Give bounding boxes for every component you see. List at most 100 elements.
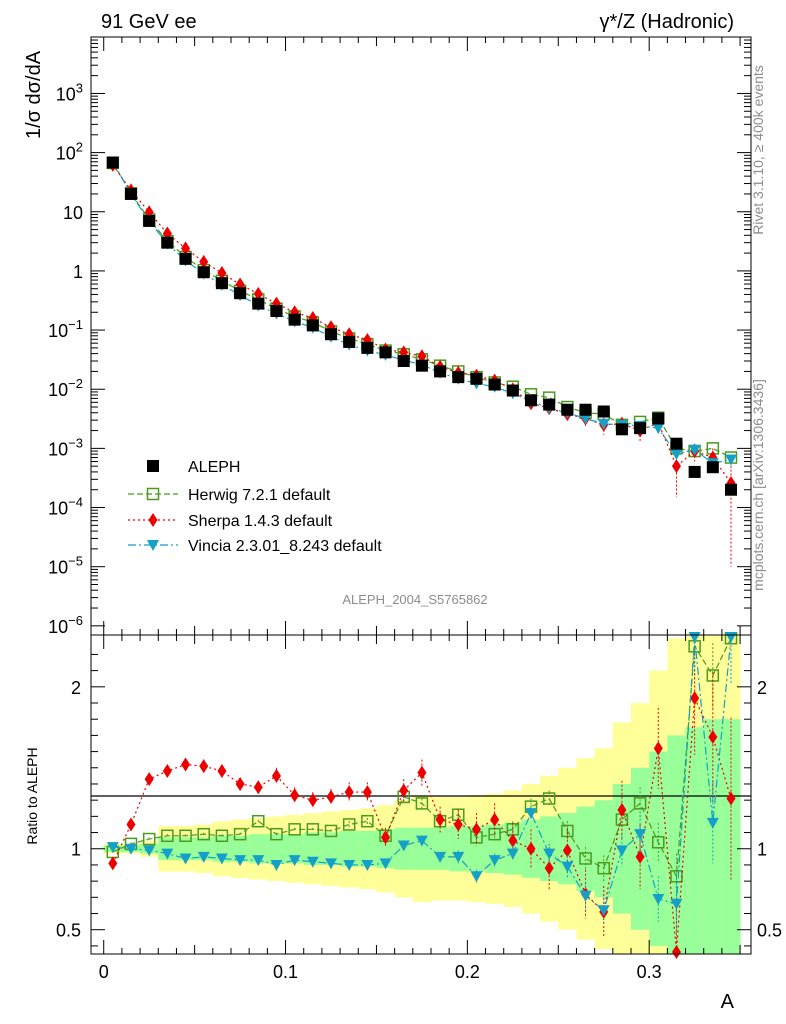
ratio-y-tick-label-right: 0.5 bbox=[757, 921, 782, 941]
ratio-data-point bbox=[543, 848, 556, 860]
main-data-point bbox=[671, 459, 681, 474]
main-data-point bbox=[217, 266, 227, 281]
ratio-data-point bbox=[562, 843, 572, 858]
ratio-series-line bbox=[112, 636, 732, 912]
ratio-data-point bbox=[490, 812, 500, 827]
main-data-point bbox=[161, 236, 174, 249]
ratio-y-tick-label: 0.5 bbox=[56, 921, 81, 941]
main-data-point bbox=[143, 214, 156, 227]
ratio-data-point bbox=[617, 802, 627, 817]
ratio-data-point bbox=[271, 768, 281, 783]
x-axis-label: A bbox=[721, 991, 735, 1013]
ratio-data-point bbox=[179, 829, 192, 843]
ratio-y-tick-label-right: 2 bbox=[757, 678, 767, 698]
ratio-data-point bbox=[579, 890, 592, 902]
x-tick-label: 0 bbox=[99, 962, 109, 982]
legend-marker bbox=[148, 513, 158, 527]
legend-entry: ALEPH bbox=[147, 459, 240, 476]
main-y-tick-label: 10−3 bbox=[48, 435, 83, 459]
main-data-point bbox=[543, 398, 556, 411]
ratio-data-point bbox=[325, 858, 337, 870]
ratio-data-point bbox=[471, 822, 481, 837]
ratio-data-point bbox=[597, 861, 610, 875]
main-data-point bbox=[652, 412, 665, 425]
ratio-data-point bbox=[270, 827, 283, 841]
main-series-aleph bbox=[106, 156, 737, 496]
main-data-point bbox=[197, 266, 210, 279]
ratio-data-point bbox=[379, 858, 392, 870]
ratio-data-point bbox=[561, 861, 574, 873]
ratio-data-point bbox=[653, 741, 663, 756]
ratio-band-stat bbox=[667, 735, 687, 954]
main-data-point bbox=[343, 335, 356, 348]
x-tick-label: 0.3 bbox=[637, 962, 662, 982]
main-data-point bbox=[234, 287, 247, 300]
ratio-data-point bbox=[343, 859, 356, 871]
main-data-point bbox=[615, 423, 628, 436]
ratio-data-point bbox=[488, 855, 501, 867]
ratio-data-point bbox=[381, 830, 391, 845]
ratio-data-point bbox=[470, 871, 483, 883]
ratio-data-point bbox=[288, 823, 301, 836]
main-data-point bbox=[725, 454, 737, 466]
ratio-data-point bbox=[361, 814, 374, 828]
ratio-data-point bbox=[143, 845, 156, 857]
main-data-point bbox=[199, 254, 209, 269]
ratio-data-point bbox=[162, 764, 172, 779]
main-y-tick-label: 10−4 bbox=[48, 495, 83, 519]
legend-label: Herwig 7.2.1 default bbox=[188, 487, 331, 504]
main-data-point bbox=[325, 328, 337, 341]
main-data-point bbox=[181, 241, 191, 256]
main-data-point bbox=[579, 413, 592, 425]
legend-marker bbox=[147, 460, 159, 472]
ratio-data-point bbox=[615, 845, 628, 857]
ratio-data-point bbox=[161, 829, 174, 843]
ratio-band-stat bbox=[321, 832, 341, 865]
ratio-data-point bbox=[434, 851, 447, 863]
ratio-data-point bbox=[542, 792, 556, 805]
ratio-data-point bbox=[633, 797, 647, 810]
main-data-point bbox=[525, 394, 537, 407]
main-data-point bbox=[253, 286, 263, 301]
legend-marker bbox=[146, 487, 160, 501]
main-y-tick-label: 10−6 bbox=[48, 613, 83, 637]
header-right: γ*/Z (Hadronic) bbox=[600, 11, 734, 33]
legend-entry: Vincia 2.3.01_8.243 default bbox=[128, 538, 382, 555]
ratio-data-point bbox=[142, 832, 156, 846]
ratio-data-point bbox=[690, 691, 700, 706]
main-y-axis-label: 1/σ dσ/dA bbox=[23, 50, 45, 139]
ratio-data-point bbox=[106, 842, 119, 854]
main-data-point bbox=[506, 384, 519, 397]
ratio-data-point bbox=[252, 814, 265, 828]
ratio-band-stat bbox=[431, 827, 450, 870]
ratio-plot-frame bbox=[90, 634, 752, 955]
ratio-data-point bbox=[308, 793, 318, 808]
ratio-data-point bbox=[652, 893, 665, 905]
main-data-point bbox=[397, 354, 410, 367]
ratio-data-point bbox=[197, 851, 210, 863]
main-data-point bbox=[597, 405, 610, 418]
main-data-point bbox=[597, 418, 610, 430]
main-y-tick-label: 103 bbox=[56, 80, 83, 104]
uncertainty-bands bbox=[103, 635, 741, 954]
ratio-data-point bbox=[161, 848, 174, 860]
main-y-tick-label: 10−1 bbox=[48, 317, 83, 341]
ratio-data-point bbox=[726, 791, 736, 806]
main-y-ticks: 10−6 10−5 10−4 10−3 10−2 10−1 1 10 102 103 bbox=[48, 36, 751, 637]
main-data-point bbox=[688, 465, 701, 478]
main-data-point bbox=[688, 444, 701, 456]
analysis-id: ALEPH_2004_S5765862 bbox=[342, 592, 487, 607]
main-data-point bbox=[288, 313, 301, 326]
legend-marker bbox=[147, 540, 159, 551]
header-left: 91 GeV ee bbox=[101, 11, 197, 33]
main-data-point bbox=[561, 403, 574, 416]
main-data-point bbox=[270, 305, 283, 318]
main-data-point bbox=[579, 403, 592, 416]
ratio-data-point bbox=[635, 849, 645, 864]
ratio-data-point bbox=[215, 853, 228, 865]
ratio-data-point bbox=[708, 730, 718, 745]
main-series-group bbox=[106, 156, 738, 567]
ratio-data-point bbox=[417, 765, 427, 780]
ratio-data-point bbox=[706, 817, 719, 829]
legend-entry: Sherpa 1.4.3 default bbox=[128, 513, 333, 530]
